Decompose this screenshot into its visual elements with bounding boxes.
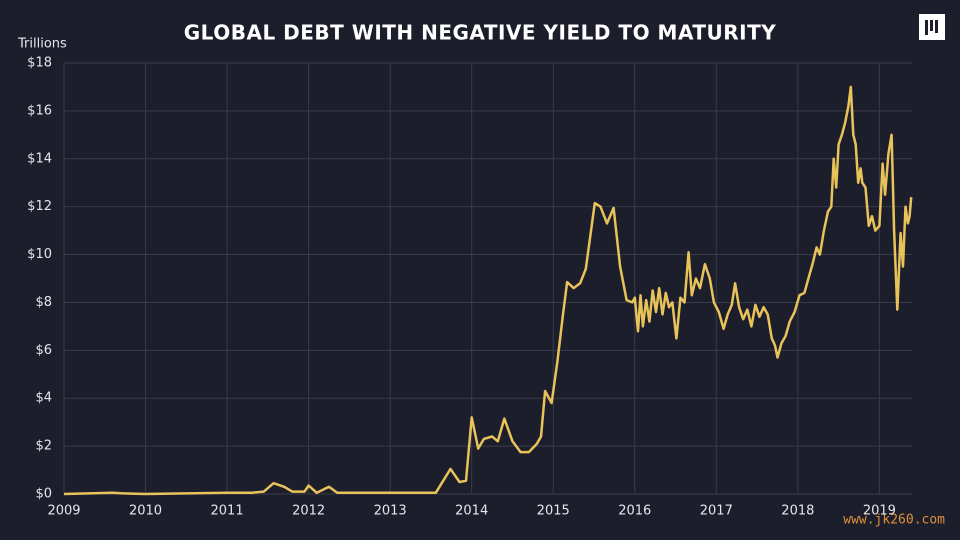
x-tick-label: 2014 [455, 504, 488, 519]
x-tick-label: 2015 [537, 504, 570, 519]
x-tick-label: 2013 [374, 504, 407, 519]
y-tick-label: $18 [27, 56, 52, 71]
chart-title: GLOBAL DEBT WITH NEGATIVE YIELD TO MATUR… [184, 21, 776, 45]
x-tick-label: 2018 [781, 504, 814, 519]
y-tick-label: $4 [35, 391, 52, 406]
x-tick-label: 2010 [129, 504, 162, 519]
x-tick-label: 2016 [618, 504, 651, 519]
y-tick-label: $2 [35, 439, 52, 454]
watermark: www.jk260.com [843, 513, 945, 528]
y-tick-label: $16 [27, 103, 52, 118]
x-tick-label: 2019 [863, 504, 896, 519]
y-tick-label: $0 [35, 487, 52, 502]
x-tick-label: 2012 [292, 504, 325, 519]
y-axis-label: Trillions [17, 37, 67, 52]
y-tick-label: $8 [35, 295, 52, 310]
data-line [63, 85, 913, 496]
y-tick-label: $6 [35, 343, 52, 358]
logo-bar [935, 20, 938, 33]
x-tick-label: 2009 [47, 504, 80, 519]
logo [919, 14, 945, 40]
x-tick-label: 2017 [700, 504, 733, 519]
y-tick-label: $10 [27, 247, 52, 262]
logo-bar [925, 20, 928, 35]
y-tick-label: $14 [27, 151, 52, 166]
logo-bar [930, 20, 933, 31]
y-tick-label: $12 [27, 199, 52, 214]
x-tick-label: 2011 [211, 504, 244, 519]
